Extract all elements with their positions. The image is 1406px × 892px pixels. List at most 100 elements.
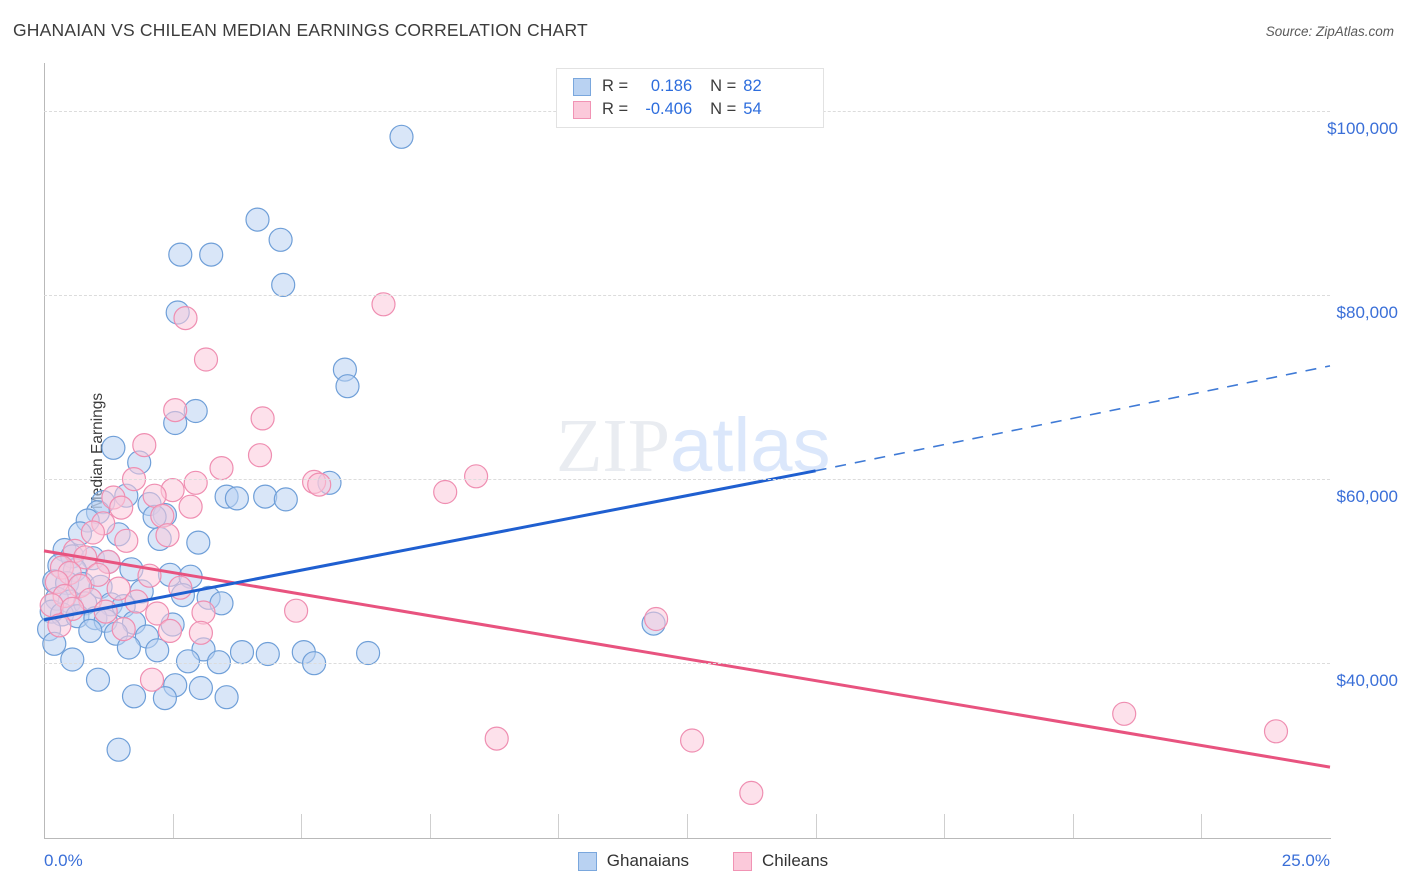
correlation-stats-legend: R = 0.186 N = 82 R = -0.406 N = 54 bbox=[556, 68, 824, 128]
r-value-chileans: -0.406 bbox=[645, 100, 693, 118]
data-point[interactable] bbox=[114, 528, 139, 553]
gridline bbox=[44, 479, 1330, 481]
data-point[interactable] bbox=[268, 227, 293, 252]
data-point[interactable] bbox=[1263, 719, 1289, 744]
trendline-ghanaians-solid bbox=[43, 469, 816, 622]
data-point[interactable] bbox=[101, 435, 126, 460]
stats-row-chileans: R = -0.406 N = 54 bbox=[573, 98, 813, 121]
data-point[interactable] bbox=[484, 726, 509, 751]
data-point[interactable] bbox=[80, 520, 106, 545]
n-value-ghanaians: 82 bbox=[743, 77, 762, 95]
data-point[interactable] bbox=[78, 618, 103, 644]
data-point[interactable] bbox=[109, 495, 134, 520]
x-axis-label-min: 0.0% bbox=[44, 851, 83, 870]
legend-item-ghanaians[interactable]: Ghanaians bbox=[577, 851, 689, 871]
data-point[interactable] bbox=[679, 728, 705, 753]
data-point[interactable] bbox=[163, 398, 188, 423]
data-point[interactable] bbox=[193, 347, 219, 372]
data-point[interactable] bbox=[85, 667, 111, 692]
data-point[interactable] bbox=[335, 374, 360, 399]
y-axis-tick-label: $40,000 bbox=[1336, 671, 1398, 691]
data-point[interactable] bbox=[307, 472, 332, 497]
x-axis-tick bbox=[1201, 814, 1203, 838]
data-point[interactable] bbox=[209, 456, 234, 481]
data-point[interactable] bbox=[206, 650, 231, 675]
n-value-chileans: 54 bbox=[743, 100, 762, 118]
data-point[interactable] bbox=[139, 667, 165, 692]
data-point[interactable] bbox=[739, 780, 764, 806]
r-label-ghanaians: R = bbox=[602, 77, 629, 95]
data-point[interactable] bbox=[371, 292, 396, 317]
data-point[interactable] bbox=[60, 647, 85, 672]
x-axis-tick bbox=[944, 814, 946, 838]
series-chileans bbox=[39, 292, 1289, 806]
page-title: GHANAIAN VS CHILEAN MEDIAN EARNINGS CORR… bbox=[13, 20, 588, 40]
data-point[interactable] bbox=[224, 486, 249, 511]
r-value-ghanaians: 0.186 bbox=[650, 77, 693, 95]
y-axis-tick-label: $100,000 bbox=[1327, 119, 1398, 138]
legend-swatch-chileans-icon bbox=[733, 851, 753, 871]
data-point[interactable] bbox=[173, 306, 198, 331]
data-point[interactable] bbox=[214, 685, 239, 710]
data-point[interactable] bbox=[106, 576, 131, 601]
data-point[interactable] bbox=[188, 675, 213, 701]
x-axis-tick bbox=[301, 814, 303, 838]
data-point[interactable] bbox=[178, 494, 203, 519]
data-point[interactable] bbox=[106, 737, 131, 762]
x-axis-tick bbox=[687, 814, 688, 838]
x-axis-tick bbox=[429, 814, 431, 838]
data-point[interactable] bbox=[250, 406, 275, 431]
series-ghanaians bbox=[36, 124, 666, 762]
data-point[interactable] bbox=[121, 684, 147, 709]
x-axis-tick bbox=[558, 814, 560, 838]
trendline-chileans bbox=[43, 549, 1331, 769]
data-point[interactable] bbox=[356, 640, 381, 666]
data-point[interactable] bbox=[85, 562, 111, 587]
data-point[interactable] bbox=[47, 613, 72, 638]
data-point[interactable] bbox=[93, 599, 118, 624]
x-axis-tick bbox=[172, 814, 174, 838]
r-label-chileans: R = bbox=[602, 100, 629, 118]
data-point[interactable] bbox=[245, 207, 270, 232]
series-legend: Ghanaians Chileans bbox=[0, 851, 1406, 871]
data-point[interactable] bbox=[145, 638, 170, 663]
data-point[interactable] bbox=[271, 272, 296, 297]
data-point[interactable] bbox=[145, 601, 170, 626]
stats-row-ghanaians: R = 0.186 N = 82 bbox=[573, 75, 813, 98]
x-axis-label-max: 25.0% bbox=[1281, 851, 1330, 870]
data-point[interactable] bbox=[643, 606, 669, 632]
data-point[interactable] bbox=[152, 685, 177, 711]
x-axis-tick bbox=[1072, 814, 1074, 838]
data-point[interactable] bbox=[183, 398, 208, 424]
trendline-ghanaians-projected bbox=[815, 365, 1331, 472]
data-point[interactable] bbox=[157, 618, 183, 644]
legend-item-chileans[interactable]: Chileans bbox=[733, 851, 828, 871]
data-point[interactable] bbox=[199, 242, 224, 267]
data-point[interactable] bbox=[175, 649, 201, 674]
data-point[interactable] bbox=[255, 641, 280, 667]
data-point[interactable] bbox=[155, 523, 180, 548]
data-point[interactable] bbox=[39, 593, 64, 618]
data-point[interactable] bbox=[183, 470, 208, 495]
y-axis-tick-label: $60,000 bbox=[1336, 487, 1398, 507]
legend-label-chileans: Chileans bbox=[762, 851, 829, 870]
data-point[interactable] bbox=[191, 600, 216, 625]
data-point[interactable] bbox=[132, 433, 157, 458]
swatch-ghanaians-icon bbox=[573, 77, 591, 96]
data-point[interactable] bbox=[186, 530, 211, 555]
data-point[interactable] bbox=[142, 483, 167, 508]
n-label-chileans: N = bbox=[710, 100, 737, 118]
data-point[interactable] bbox=[1112, 701, 1137, 726]
data-point[interactable] bbox=[284, 598, 309, 623]
data-point[interactable] bbox=[389, 124, 414, 149]
data-point[interactable] bbox=[229, 639, 255, 665]
data-point[interactable] bbox=[273, 487, 298, 512]
data-point[interactable] bbox=[168, 242, 193, 267]
data-point[interactable] bbox=[433, 479, 458, 505]
data-point[interactable] bbox=[188, 620, 213, 645]
data-point[interactable] bbox=[253, 484, 278, 509]
data-point[interactable] bbox=[247, 443, 273, 468]
data-point[interactable] bbox=[111, 616, 136, 642]
data-point[interactable] bbox=[464, 464, 489, 489]
